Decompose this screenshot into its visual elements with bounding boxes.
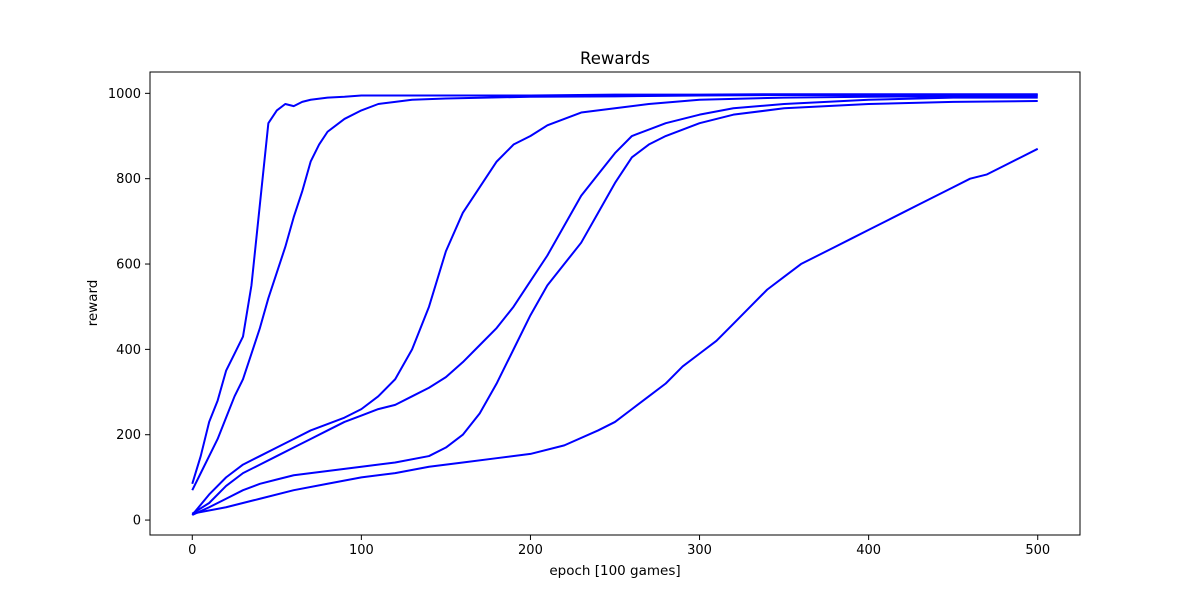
y-tick-label: 800 (116, 172, 141, 187)
x-axis-label: epoch [100 games] (549, 563, 680, 579)
x-tick-label: 400 (856, 543, 881, 558)
series-line-5 (191, 100, 1038, 516)
x-axis: 0 100 200 300 400 500 (188, 535, 1050, 558)
x-tick-label: 200 (518, 543, 543, 558)
y-tick-label: 400 (116, 343, 141, 358)
plot-area-frame (149, 71, 1081, 536)
x-tick-label: 100 (349, 543, 374, 558)
y-tick-label: 0 (133, 514, 141, 529)
chart-title: Rewards (580, 49, 650, 68)
y-axis: 0 200 400 600 800 1000 (108, 87, 150, 529)
y-tick-label: 200 (116, 428, 141, 443)
series-line-2 (191, 94, 1038, 491)
x-tick-label: 300 (687, 543, 712, 558)
series-layer (191, 93, 1039, 516)
y-tick-label: 1000 (108, 87, 141, 102)
y-tick-label: 600 (116, 258, 141, 273)
series-line-6 (192, 147, 1039, 515)
y-axis-label: reward (85, 280, 101, 327)
series-line-3 (191, 95, 1038, 516)
series-line-4 (191, 96, 1038, 515)
x-tick-label: 0 (188, 543, 196, 558)
x-tick-label: 500 (1025, 543, 1050, 558)
